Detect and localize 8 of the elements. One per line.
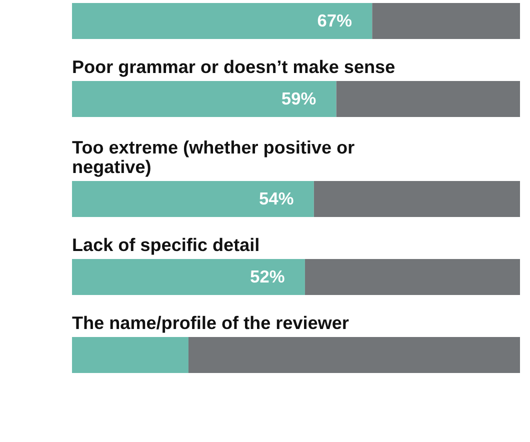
y-tick-label: Lack of specific detail bbox=[73, 238, 258, 255]
data-label: 67% bbox=[318, 14, 352, 27]
y-tick-label: The name/profile of the reviewer bbox=[72, 316, 349, 333]
y-tick-label: Poor grammar or doesn’t make sense bbox=[73, 60, 394, 77]
data-label: 54% bbox=[260, 192, 294, 205]
y-tick-label: Too extreme (whether positive or negative) bbox=[72, 140, 354, 177]
data-label: 59% bbox=[282, 92, 316, 105]
data-label: 52% bbox=[250, 270, 284, 283]
